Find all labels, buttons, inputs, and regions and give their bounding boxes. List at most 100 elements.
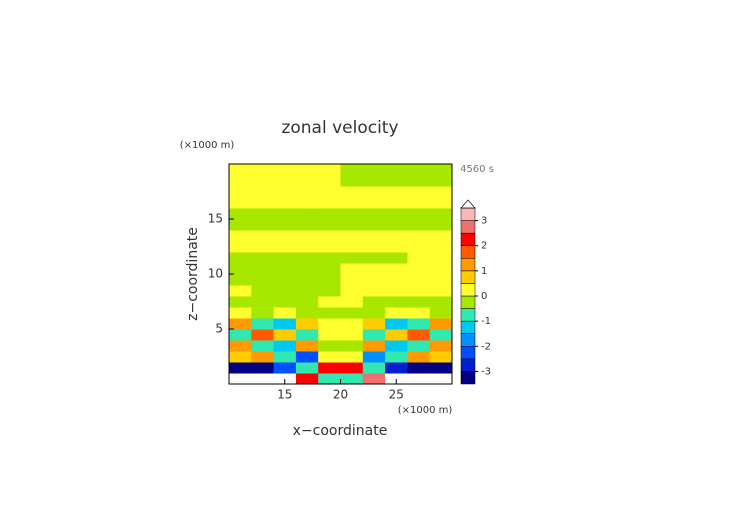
field-cell: [251, 219, 275, 231]
field-cell: [251, 230, 275, 242]
field-cell: [251, 351, 275, 363]
field-cell: [340, 373, 364, 385]
field-cell: [318, 175, 341, 187]
field-cell: [340, 296, 364, 308]
field-cell: [295, 252, 319, 264]
x-tick-label: 25: [389, 388, 404, 402]
colorbar-tick-label: -3: [481, 366, 491, 377]
field-cell: [251, 164, 275, 176]
colorbar-bin: [460, 232, 476, 246]
field-cell: [273, 241, 297, 253]
field-cell: [362, 285, 386, 297]
field-cell: [407, 296, 431, 308]
field-cell: [385, 296, 408, 308]
field-cell: [429, 208, 453, 220]
field-cell: [295, 373, 319, 385]
field-cell: [251, 329, 275, 341]
field-cell: [251, 340, 275, 352]
field-cell: [318, 307, 341, 319]
field-cell: [407, 329, 431, 341]
field-cell: [318, 197, 341, 209]
field-cell: [362, 307, 386, 319]
field-cell: [229, 340, 252, 352]
field-cell: [407, 285, 431, 297]
field-cell: [429, 296, 453, 308]
field-cell: [362, 186, 386, 198]
field-cell: [295, 329, 319, 341]
field-cell: [295, 219, 319, 231]
field-cell: [295, 340, 319, 352]
field-cell: [318, 252, 341, 264]
field-cell: [273, 164, 297, 176]
field-cell: [273, 230, 297, 242]
field-cell: [273, 318, 297, 330]
field-cell: [273, 362, 297, 374]
field-cell: [295, 263, 319, 275]
field-cell: [385, 241, 408, 253]
field-cell: [251, 197, 275, 209]
field-cell: [229, 285, 252, 297]
field-cell: [251, 175, 275, 187]
field-cell: [273, 373, 297, 385]
colorbar-tick-label: -2: [481, 341, 491, 352]
field-cell: [429, 164, 453, 176]
field-cell: [318, 186, 341, 198]
field-cell: [340, 208, 364, 220]
y-unit: (×1000 m): [180, 140, 235, 151]
field-cell: [318, 263, 341, 275]
field-cell: [229, 373, 252, 385]
y-axis-label: z−coordinate: [185, 227, 201, 321]
field-cell: [295, 296, 319, 308]
field-cell: [273, 307, 297, 319]
field-cell: [318, 164, 341, 176]
colorbar-bin: [460, 220, 476, 234]
field-cell: [340, 164, 364, 176]
field-cell: [429, 373, 453, 385]
colorbar-bin: [460, 258, 476, 272]
colorbar-bin: [460, 333, 476, 347]
field-cell: [340, 362, 364, 374]
field-cell: [229, 186, 252, 198]
field-cell: [407, 186, 431, 198]
field-cell: [362, 373, 386, 385]
field-cell: [273, 351, 297, 363]
field-cell: [407, 164, 431, 176]
colorbar-bin: [460, 346, 476, 360]
field-cell: [407, 274, 431, 286]
field-cell: [251, 274, 275, 286]
field-cell: [385, 362, 408, 374]
field-cell: [407, 307, 431, 319]
field-cell: [407, 219, 431, 231]
field-cell: [340, 263, 364, 275]
field-cell: [251, 296, 275, 308]
field-cell: [362, 351, 386, 363]
field-cell: [362, 362, 386, 374]
field-cell: [340, 219, 364, 231]
field-cell: [295, 186, 319, 198]
y-tick-label: 15: [208, 212, 223, 226]
field-cell: [229, 318, 252, 330]
field-cell: [362, 164, 386, 176]
field-cell: [229, 175, 252, 187]
field-cell: [318, 329, 341, 341]
field-cell: [362, 175, 386, 187]
field-cell: [340, 307, 364, 319]
field-cell: [340, 252, 364, 264]
field-cell: [273, 219, 297, 231]
field-cell: [340, 241, 364, 253]
field-cell: [318, 362, 341, 374]
field-cell: [385, 329, 408, 341]
field-cell: [385, 175, 408, 187]
field-cell: [429, 307, 453, 319]
field-cell: [407, 318, 431, 330]
field-cell: [385, 340, 408, 352]
field-cell: [362, 252, 386, 264]
colorbar-bin: [460, 308, 476, 322]
field-cell: [229, 329, 252, 341]
field-cell: [385, 263, 408, 275]
field-cell: [251, 252, 275, 264]
field-cell: [273, 285, 297, 297]
field-cell: [318, 340, 341, 352]
colorbar-over: [460, 199, 476, 209]
